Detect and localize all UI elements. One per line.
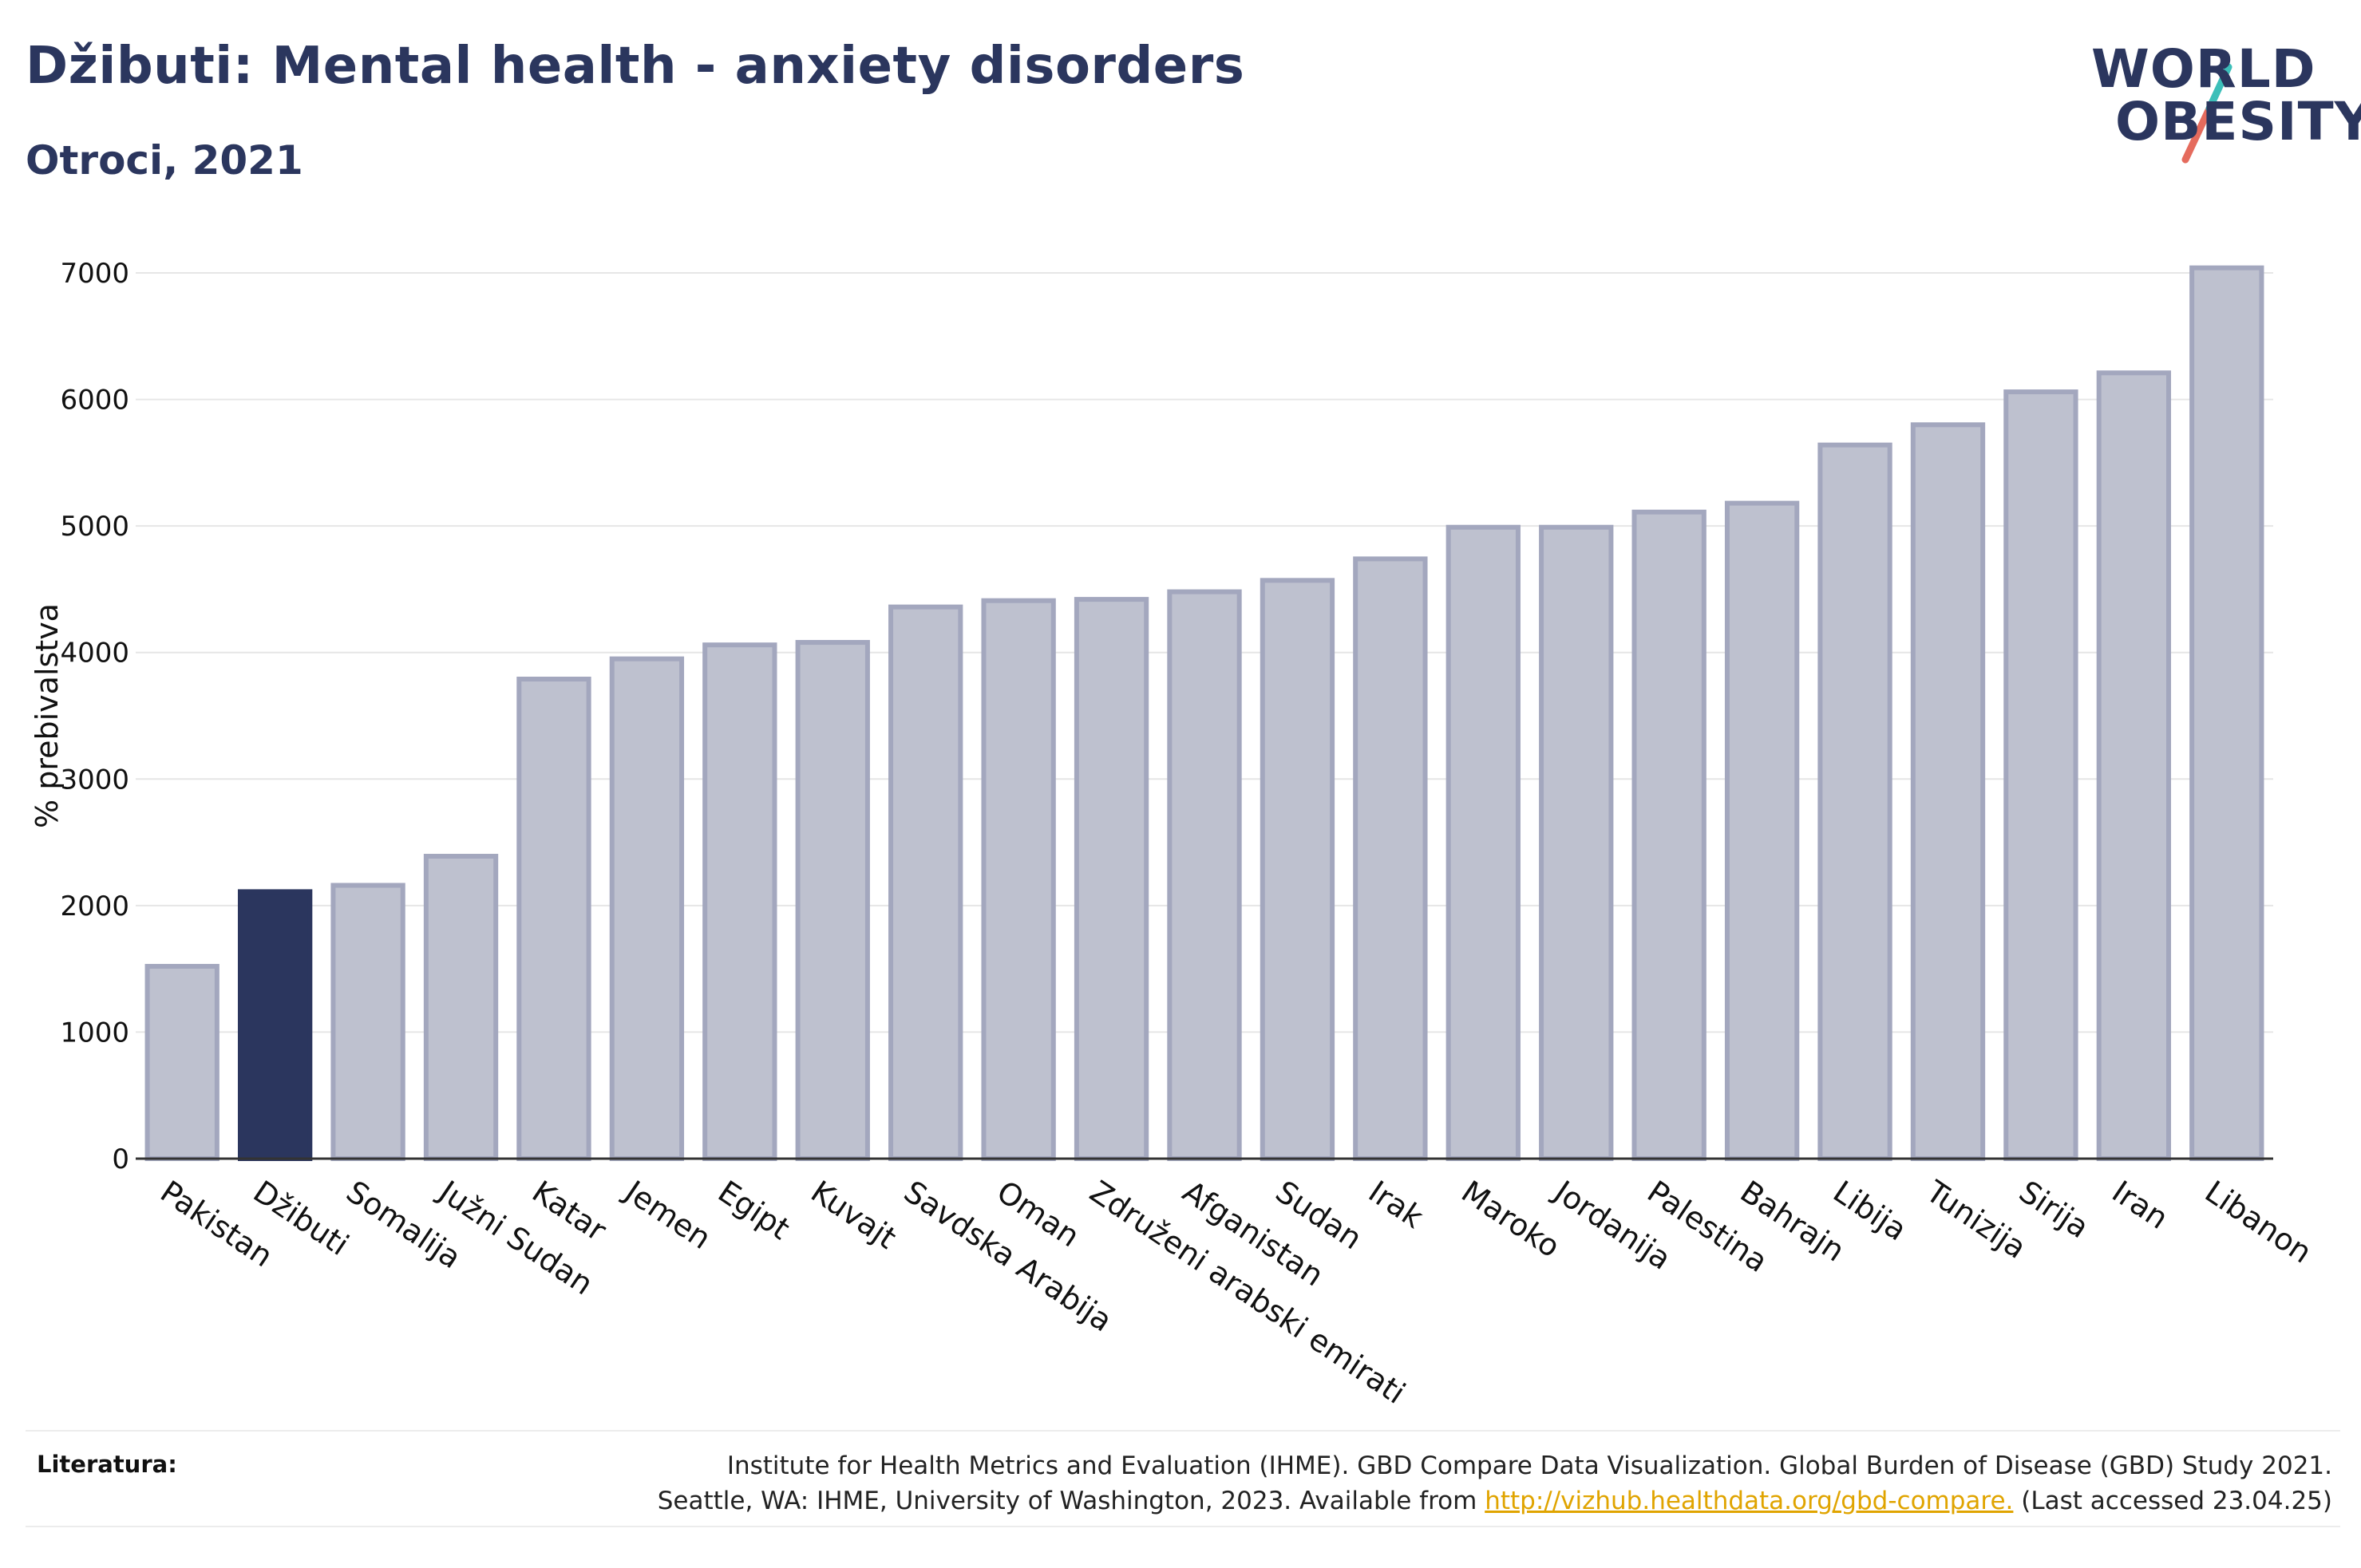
- reference-text: Seattle, WA: IHME, University of Washing…: [657, 1487, 1485, 1515]
- y-axis-label: % prebivalstva: [30, 603, 65, 828]
- bar: [2003, 389, 2078, 1161]
- bar: [795, 640, 870, 1161]
- bar: [1353, 556, 1428, 1161]
- footer-divider-top: [26, 1430, 2340, 1432]
- y-tick-label: 3000: [60, 764, 129, 796]
- x-tick-label: Egipt: [712, 1174, 797, 1246]
- bar: [1445, 524, 1521, 1161]
- bar: [2096, 370, 2172, 1161]
- y-tick-label: 5000: [60, 511, 129, 543]
- y-tick-label: 4000: [60, 638, 129, 669]
- x-tick-label: Jemen: [618, 1173, 718, 1256]
- x-tick-label: Tunizija: [1920, 1173, 2033, 1266]
- world-obesity-logo: WORLD OBESITY: [2075, 32, 2361, 168]
- logo-slash-icon: [2181, 63, 2232, 164]
- y-tick-label: 1000: [60, 1017, 129, 1049]
- bar: [2189, 265, 2264, 1162]
- y-tick-label: 6000: [60, 385, 129, 417]
- logo-word-obesity: OBESITY: [2115, 91, 2361, 152]
- bar: [888, 604, 963, 1161]
- x-tick-label: Libanon: [2199, 1174, 2318, 1270]
- logo-word-world: WORLD: [2091, 38, 2316, 100]
- bar: [1260, 578, 1335, 1161]
- bar: [1724, 500, 1800, 1161]
- x-tick-label: Iran: [2106, 1174, 2174, 1236]
- chart-title: Džibuti: Mental health - anxiety disorde…: [26, 37, 1245, 96]
- x-tick-label: Irak: [1362, 1174, 1430, 1235]
- bar: [702, 642, 777, 1161]
- literature-reference: Institute for Health Metrics and Evaluat…: [417, 1448, 2332, 1519]
- bar: [1910, 422, 1986, 1161]
- bar: [1539, 524, 1614, 1161]
- x-tick-label: Kuvajt: [805, 1174, 903, 1256]
- bar-chart: 0 1000 2000 3000 4000 5000 6000 7000 % prebivals…: [30, 258, 2318, 1411]
- bar: [1167, 589, 1242, 1161]
- bar: [1074, 597, 1149, 1161]
- bar: [609, 656, 685, 1161]
- bar: [330, 883, 405, 1161]
- bar: [1817, 442, 1892, 1161]
- bar: [981, 598, 1056, 1161]
- bar: [423, 854, 499, 1161]
- bar: [144, 963, 219, 1161]
- reference-line-2: Seattle, WA: IHME, University of Washing…: [417, 1483, 2332, 1519]
- literature-label: Literatura:: [37, 1451, 177, 1478]
- chart-subtitle: Otroci, 2021: [26, 137, 303, 184]
- bar: [516, 677, 591, 1161]
- reference-accessed: (Last accessed 23.04.25): [2013, 1487, 2332, 1515]
- reference-link[interactable]: http://vizhub.healthdata.org/gbd-compare…: [1485, 1487, 2014, 1515]
- y-tick-label: 2000: [60, 891, 129, 922]
- x-tick-label: Maroko: [1455, 1174, 1566, 1265]
- bar-highlighted: [237, 889, 313, 1162]
- y-tick-label: 7000: [60, 258, 129, 290]
- y-tick-label: 0: [112, 1143, 129, 1175]
- bar: [1631, 509, 1706, 1161]
- footer-divider-bottom: [26, 1526, 2340, 1527]
- reference-line-1: Institute for Health Metrics and Evaluat…: [726, 1451, 2332, 1480]
